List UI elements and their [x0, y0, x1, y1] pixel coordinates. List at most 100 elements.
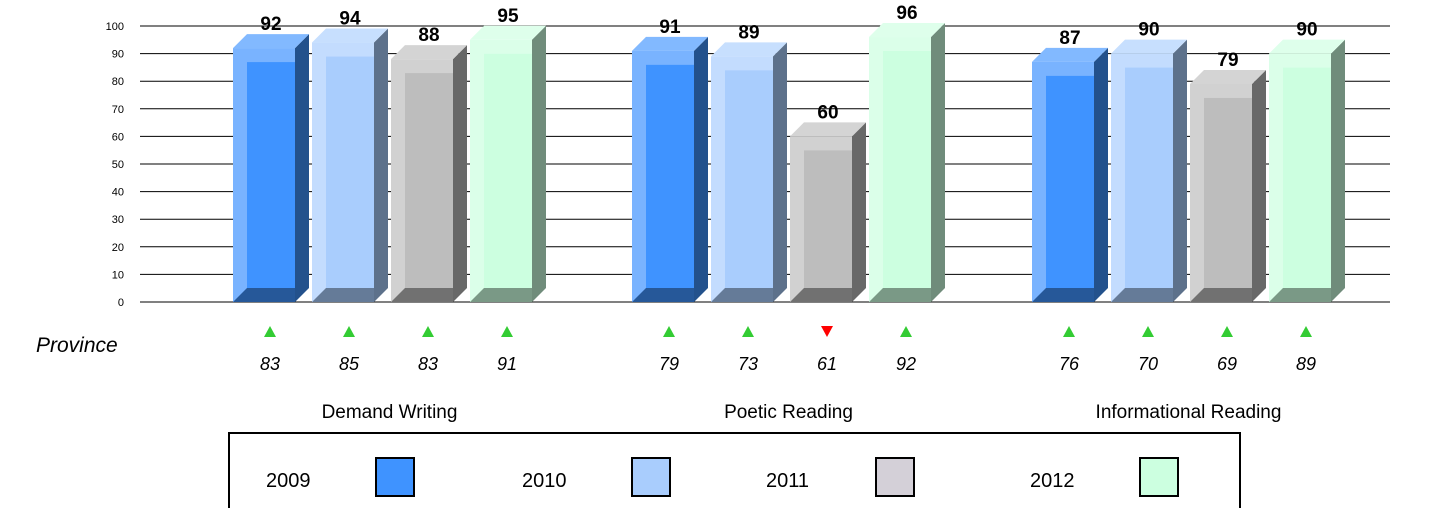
bar-side: [931, 23, 945, 302]
bar-side: [1331, 39, 1345, 302]
bar-bottom: [790, 288, 852, 302]
bar-face: [1125, 67, 1173, 288]
bar-bottom: [1269, 288, 1331, 302]
bar-top: [1269, 39, 1345, 54]
bar-side: [532, 25, 546, 303]
data-label: 96: [896, 3, 917, 24]
bar-top: [391, 45, 467, 60]
bar-top: [632, 36, 708, 51]
bar-bottom: [391, 288, 453, 302]
bar-side: [1173, 39, 1187, 302]
y-tick-label: 80: [112, 76, 124, 88]
category-label: Demand Writing: [322, 402, 458, 423]
legend-swatch: [1139, 457, 1179, 497]
data-label: 94: [339, 9, 361, 30]
province-value: 83: [418, 354, 438, 374]
y-tick-label: 60: [112, 131, 124, 143]
data-label: 90: [1138, 20, 1159, 41]
bar-top: [790, 122, 866, 137]
data-label: 90: [1296, 20, 1317, 41]
data-label: 79: [1217, 50, 1238, 71]
bar-bottom: [312, 288, 374, 302]
trend-up-icon: [900, 326, 912, 337]
trend-down-icon: [821, 326, 833, 337]
legend-label: 2011: [766, 470, 809, 492]
data-label: 89: [738, 22, 759, 43]
bar-top: [312, 28, 388, 43]
trend-up-icon: [1221, 326, 1233, 337]
bar-side: [852, 122, 866, 303]
bar-bottom: [869, 288, 931, 302]
bar-face: [326, 56, 374, 289]
trend-up-icon: [501, 326, 513, 337]
data-label: 60: [817, 102, 838, 123]
bar-bottom: [711, 288, 773, 302]
bar-face: [725, 70, 773, 288]
bar-side: [295, 34, 309, 302]
y-tick-label: 10: [112, 269, 124, 281]
province-value: 92: [896, 354, 916, 374]
bar-bottom: [1032, 288, 1094, 302]
province-value: 69: [1217, 354, 1237, 374]
province-value: 83: [260, 354, 280, 374]
bar-side: [694, 36, 708, 303]
data-label: 92: [260, 14, 281, 35]
province-value: 89: [1296, 354, 1316, 374]
data-label: 88: [418, 25, 439, 46]
y-tick-label: 20: [112, 242, 124, 254]
bar-top: [869, 23, 945, 38]
bar-face: [484, 53, 532, 288]
y-tick-label: 50: [112, 159, 124, 171]
bar-top: [1190, 69, 1266, 84]
bar-top: [1032, 47, 1108, 62]
bar-face: [646, 64, 694, 288]
bar-side: [453, 45, 467, 303]
bar-face: [804, 150, 852, 288]
y-tick-label: 0: [118, 297, 124, 309]
y-tick-label: 70: [112, 104, 124, 116]
bar-face: [405, 73, 453, 289]
y-tick-label: 40: [112, 187, 124, 199]
data-label: 95: [497, 6, 519, 27]
bar-bottom: [233, 288, 295, 302]
province-value: 85: [339, 354, 360, 374]
y-tick-label: 90: [112, 49, 124, 61]
bar-bottom: [1190, 288, 1252, 302]
legend-swatch: [875, 457, 915, 497]
bar-side: [1094, 47, 1108, 302]
province-value: 76: [1059, 354, 1080, 374]
bar-face: [1283, 67, 1331, 288]
trend-up-icon: [663, 326, 675, 337]
bar-top: [1111, 39, 1187, 54]
province-value: 73: [738, 354, 758, 374]
province-value: 70: [1138, 354, 1158, 374]
data-label: 91: [659, 17, 681, 38]
legend-label: 2009: [266, 470, 311, 492]
bar-side: [773, 42, 787, 303]
category-label: Poetic Reading: [724, 402, 853, 423]
province-value: 91: [497, 354, 517, 374]
bar-top: [711, 42, 787, 57]
data-label: 87: [1059, 28, 1080, 49]
province-value: 61: [817, 354, 837, 374]
legend-swatch: [375, 457, 415, 497]
trend-up-icon: [1300, 326, 1312, 337]
province-value: 79: [659, 354, 679, 374]
row-label-province: Province: [36, 334, 118, 357]
category-label: Informational Reading: [1096, 402, 1282, 423]
y-tick-label: 100: [106, 21, 124, 33]
trend-up-icon: [422, 326, 434, 337]
bar-top: [233, 34, 309, 49]
y-tick-label: 30: [112, 214, 124, 226]
bar-side: [374, 28, 388, 303]
trend-up-icon: [1063, 326, 1075, 337]
trend-up-icon: [264, 326, 276, 337]
trend-up-icon: [1142, 326, 1154, 337]
bar-bottom: [1111, 288, 1173, 302]
legend-label: 2010: [522, 470, 567, 492]
legend-swatch: [631, 457, 671, 497]
bar-face: [883, 51, 931, 288]
legend-label: 2012: [1030, 470, 1075, 492]
bar-top: [470, 25, 546, 40]
